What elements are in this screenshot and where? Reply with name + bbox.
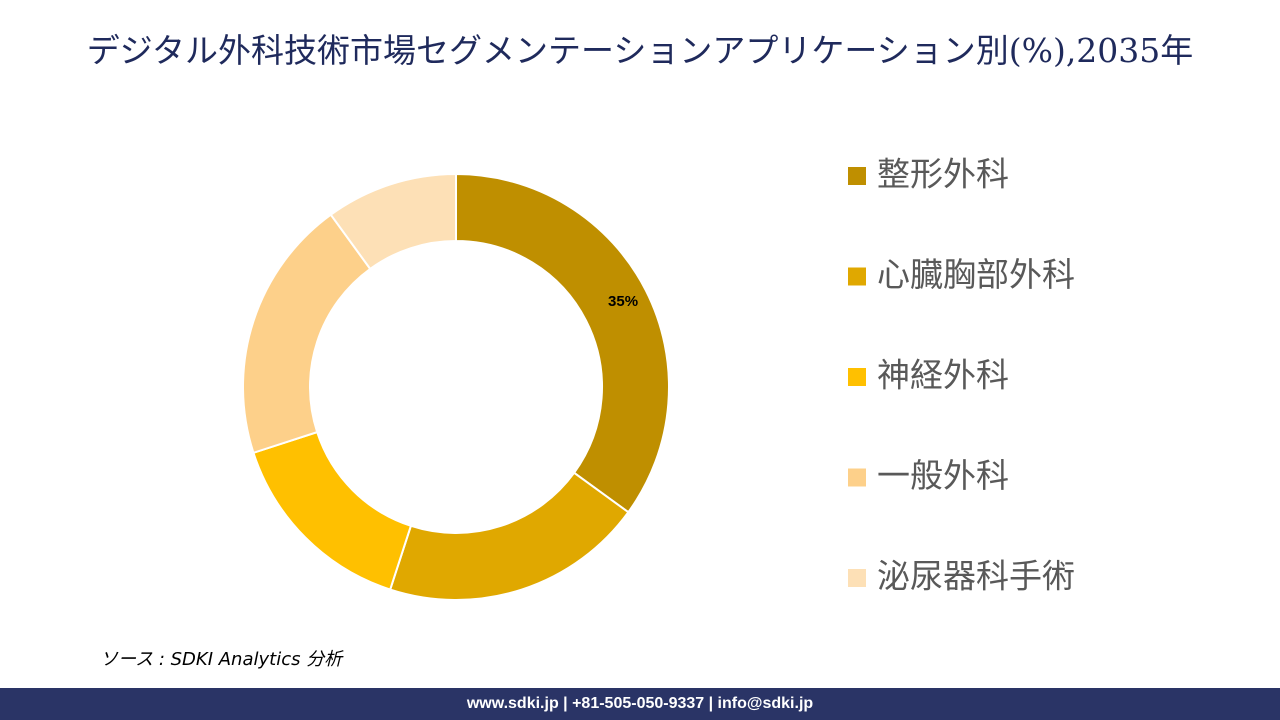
- legend-swatch: [848, 267, 866, 286]
- legend-text: 泌尿器科手術: [877, 557, 1075, 596]
- donut-segment: [242, 213, 372, 455]
- chart-title: デジタル外科技術市場セグメンテーションアプリケーション別(%),2035年: [86, 31, 1194, 70]
- data-label: 35%: [608, 293, 638, 310]
- legend-text: 整形外科: [877, 155, 1009, 194]
- legend-swatch: [848, 569, 866, 587]
- legend-swatch: [848, 468, 866, 487]
- legend-text: 一般外科: [877, 456, 1009, 495]
- footer: www.sdki.jp | +81-505-050-9337 | info@sd…: [0, 688, 1280, 720]
- donut-segment: [252, 430, 413, 591]
- donut-segment: [455, 172, 670, 514]
- source: ソース : SDKI Analytics 分析: [100, 649, 343, 670]
- legend-swatch: [848, 167, 866, 185]
- legend-text: 心臓胸部外科: [877, 255, 1075, 294]
- donut-segment: [388, 471, 630, 601]
- donut-segment: [329, 172, 457, 271]
- legend-text: 神経外科: [877, 356, 1009, 395]
- legend-swatch: [848, 368, 866, 386]
